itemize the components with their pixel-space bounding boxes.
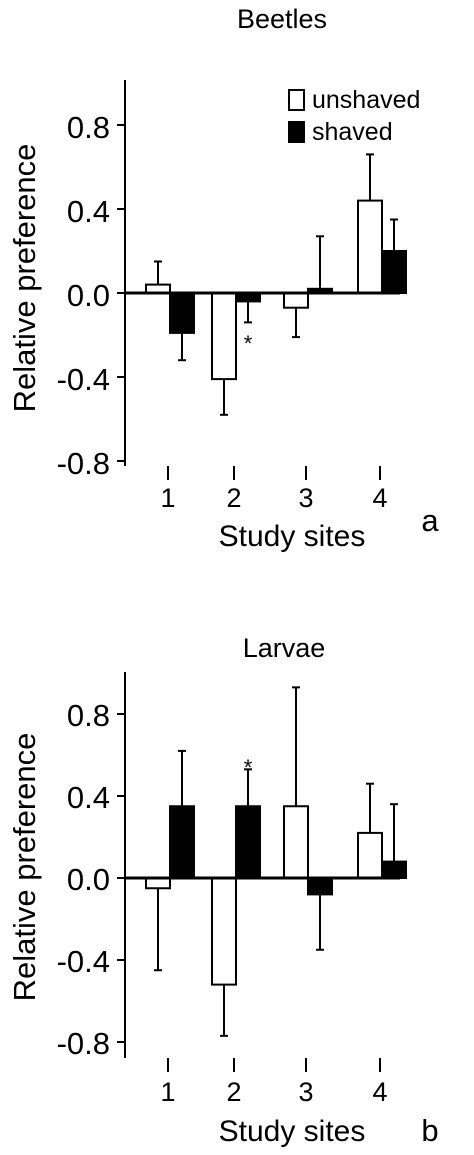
bar-shaved	[307, 877, 333, 896]
x-tick-label: 3	[298, 483, 313, 513]
bar-shaved	[381, 250, 407, 294]
y-tick-label: -0.4	[57, 362, 110, 397]
y-tick-label: 0.4	[67, 194, 110, 229]
x-tick-labels: 1 2 3 4	[160, 1077, 387, 1107]
panel-letter: a	[421, 503, 439, 538]
y-tick-label: -0.8	[57, 446, 110, 481]
y-tick-label: 0.0	[67, 862, 110, 897]
y-tick-label: 0.8	[67, 698, 110, 733]
x-axis-label: Study sites	[219, 1115, 366, 1148]
x-tick-label: 2	[226, 483, 241, 513]
y-tick-label: 0.0	[67, 278, 110, 313]
bar-unshaved	[145, 877, 171, 890]
significance-marker: *	[244, 331, 253, 356]
y-tick-labels: 0.8 0.4 0.0 -0.4 -0.8	[57, 110, 110, 481]
legend: unshaved shaved	[288, 86, 420, 146]
x-tick-labels: 1 2 3 4	[160, 483, 387, 513]
plot-area: *	[117, 672, 407, 1072]
y-tick-label: -0.8	[57, 1026, 110, 1061]
bar-unshaved	[283, 292, 309, 309]
panel-larvae: Larvae Relative preference 0.8 0.4 0.0 -…	[7, 633, 439, 1148]
y-axis-label: Relative preference	[7, 733, 42, 1002]
y-tick-label: 0.4	[67, 780, 110, 815]
bar-shaved	[169, 292, 195, 334]
plot-area: *	[117, 80, 407, 480]
legend-swatch-shaved	[288, 121, 305, 143]
legend-swatch-unshaved	[288, 89, 305, 111]
x-tick-label: 3	[298, 1077, 313, 1107]
x-tick-label: 1	[160, 1077, 175, 1107]
bar-shaved	[235, 805, 261, 879]
bar-unshaved	[283, 805, 309, 879]
legend-label-shaved: shaved	[312, 118, 393, 146]
x-tick-label: 4	[372, 1077, 387, 1107]
bar-unshaved	[211, 292, 237, 381]
x-tick-label: 1	[160, 483, 175, 513]
bar-unshaved	[357, 199, 383, 295]
x-tick-label: 2	[226, 1077, 241, 1107]
y-tick-label: -0.4	[57, 944, 110, 979]
bar-unshaved	[357, 831, 383, 880]
legend-label-unshaved: unshaved	[312, 86, 420, 114]
panel-beetles: Beetles Relative preference 0.8 0.4 0.0 …	[7, 4, 439, 553]
chart-title: Larvae	[243, 633, 326, 663]
bar-unshaved	[211, 877, 237, 986]
panel-letter: b	[421, 1113, 438, 1148]
y-axis-label: Relative preference	[7, 144, 42, 413]
significance-marker: *	[244, 755, 253, 780]
chart-title: Beetles	[237, 4, 327, 34]
bar-shaved	[169, 805, 195, 879]
y-tick-label: 0.8	[67, 110, 110, 145]
x-axis-label: Study sites	[219, 520, 366, 553]
bar-shaved	[381, 860, 407, 879]
y-tick-labels: 0.8 0.4 0.0 -0.4 -0.8	[57, 698, 110, 1061]
x-tick-label: 4	[372, 483, 387, 513]
